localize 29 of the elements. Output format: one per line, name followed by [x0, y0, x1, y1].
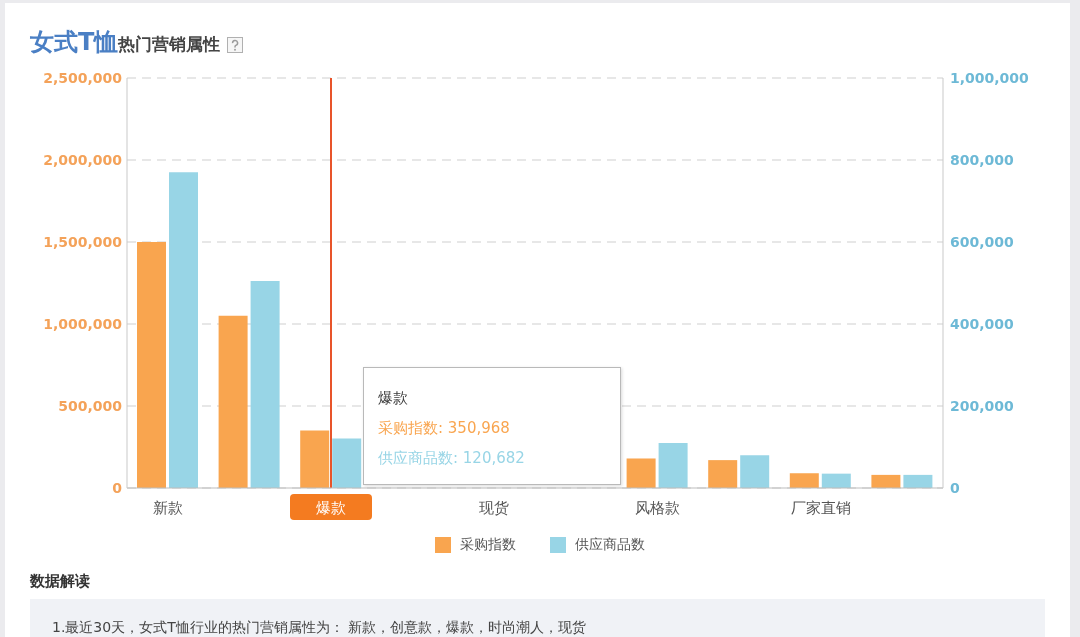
y-tick-label: 2,000,000: [43, 151, 123, 168]
annotation: 爆款: [378, 389, 408, 407]
chart-title: 女式T恤: [30, 27, 119, 58]
x-tick-label: 新款: [152, 499, 183, 517]
y2-tick-label: 400,000: [950, 315, 1015, 332]
y-tick-label: 1,500,000: [43, 233, 123, 250]
y-tick-label: 1,000,000: [43, 315, 123, 332]
y2-tick-label: 1,000,000: [950, 69, 1030, 86]
y2-tick-label: 0: [950, 479, 960, 496]
x-tick-label: 爆款: [316, 499, 346, 517]
y-tick-label: 500,000: [58, 397, 123, 414]
x-tick-label: 现货: [479, 499, 510, 517]
x-tick-label: 风格款: [634, 499, 680, 517]
y2-tick-label: 800,000: [950, 151, 1015, 168]
note-panel: 1.最近30天，女式T恤行业的热门营销属性为： 新款，创意款，爆款，时尚潮人，现货: [30, 599, 1045, 637]
annotation: 供应商品数: 120,682: [378, 449, 525, 467]
annotation: 采购指数: 350,968: [378, 419, 510, 437]
y-tick-label: 2,500,000: [43, 69, 123, 86]
y2-tick-label: 200,000: [950, 397, 1015, 414]
y-tick-label: 0: [112, 479, 123, 496]
y2-tick-label: 600,000: [950, 233, 1015, 250]
tooltip-panel: 爆款 采购指数: 350,968 供应商品数: 120,682: [363, 367, 621, 485]
legend-label: 采购指数: [460, 536, 516, 554]
bar: [137, 242, 166, 488]
legend-label: 供应商品数: [575, 536, 645, 554]
chart-subtitle: 热门营销属性: [118, 34, 221, 56]
text: 数据解读: [30, 572, 90, 590]
x-tick-label: 厂家直销: [790, 499, 851, 517]
bar: [169, 172, 198, 488]
